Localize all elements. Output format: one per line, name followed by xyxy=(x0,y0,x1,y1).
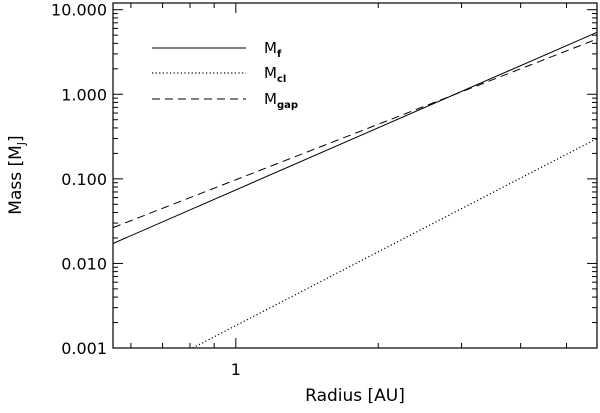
legend-label: Mgap xyxy=(264,90,298,111)
series-line-dotted xyxy=(192,137,598,349)
legend-label: Mf xyxy=(264,39,282,60)
tick-labels: 0.001 0.010 0.100 1.000 10.000 1 xyxy=(51,1,241,379)
plot-frame xyxy=(112,2,598,349)
series-lines xyxy=(112,31,598,349)
x-axis-label: Radius [AU] xyxy=(305,386,405,406)
legend: Mf Mcl Mgap xyxy=(152,39,298,111)
y-axis-label-suffix: ] xyxy=(6,135,26,142)
axis-ticks xyxy=(113,3,597,349)
legend-entry: Mgap xyxy=(152,90,298,111)
x-tick-label: 1 xyxy=(231,360,241,379)
series-line-dashed xyxy=(112,38,598,229)
legend-entry: Mf xyxy=(152,39,282,60)
y-tick-label: 0.010 xyxy=(61,254,107,273)
y-tick-label: 1.000 xyxy=(61,85,107,104)
y-tick-label: 0.100 xyxy=(61,170,107,189)
y-tick-label: 0.001 xyxy=(61,339,107,358)
legend-label: Mcl xyxy=(264,64,286,85)
y-axis-label-sub: J xyxy=(15,142,28,146)
y-axis-label-main: Mass [M xyxy=(6,145,26,215)
legend-entry: Mcl xyxy=(152,64,286,85)
y-tick-label: 10.000 xyxy=(51,1,107,20)
series-line-solid xyxy=(112,31,598,244)
y-axis-label: Mass [MJ] xyxy=(6,135,28,214)
